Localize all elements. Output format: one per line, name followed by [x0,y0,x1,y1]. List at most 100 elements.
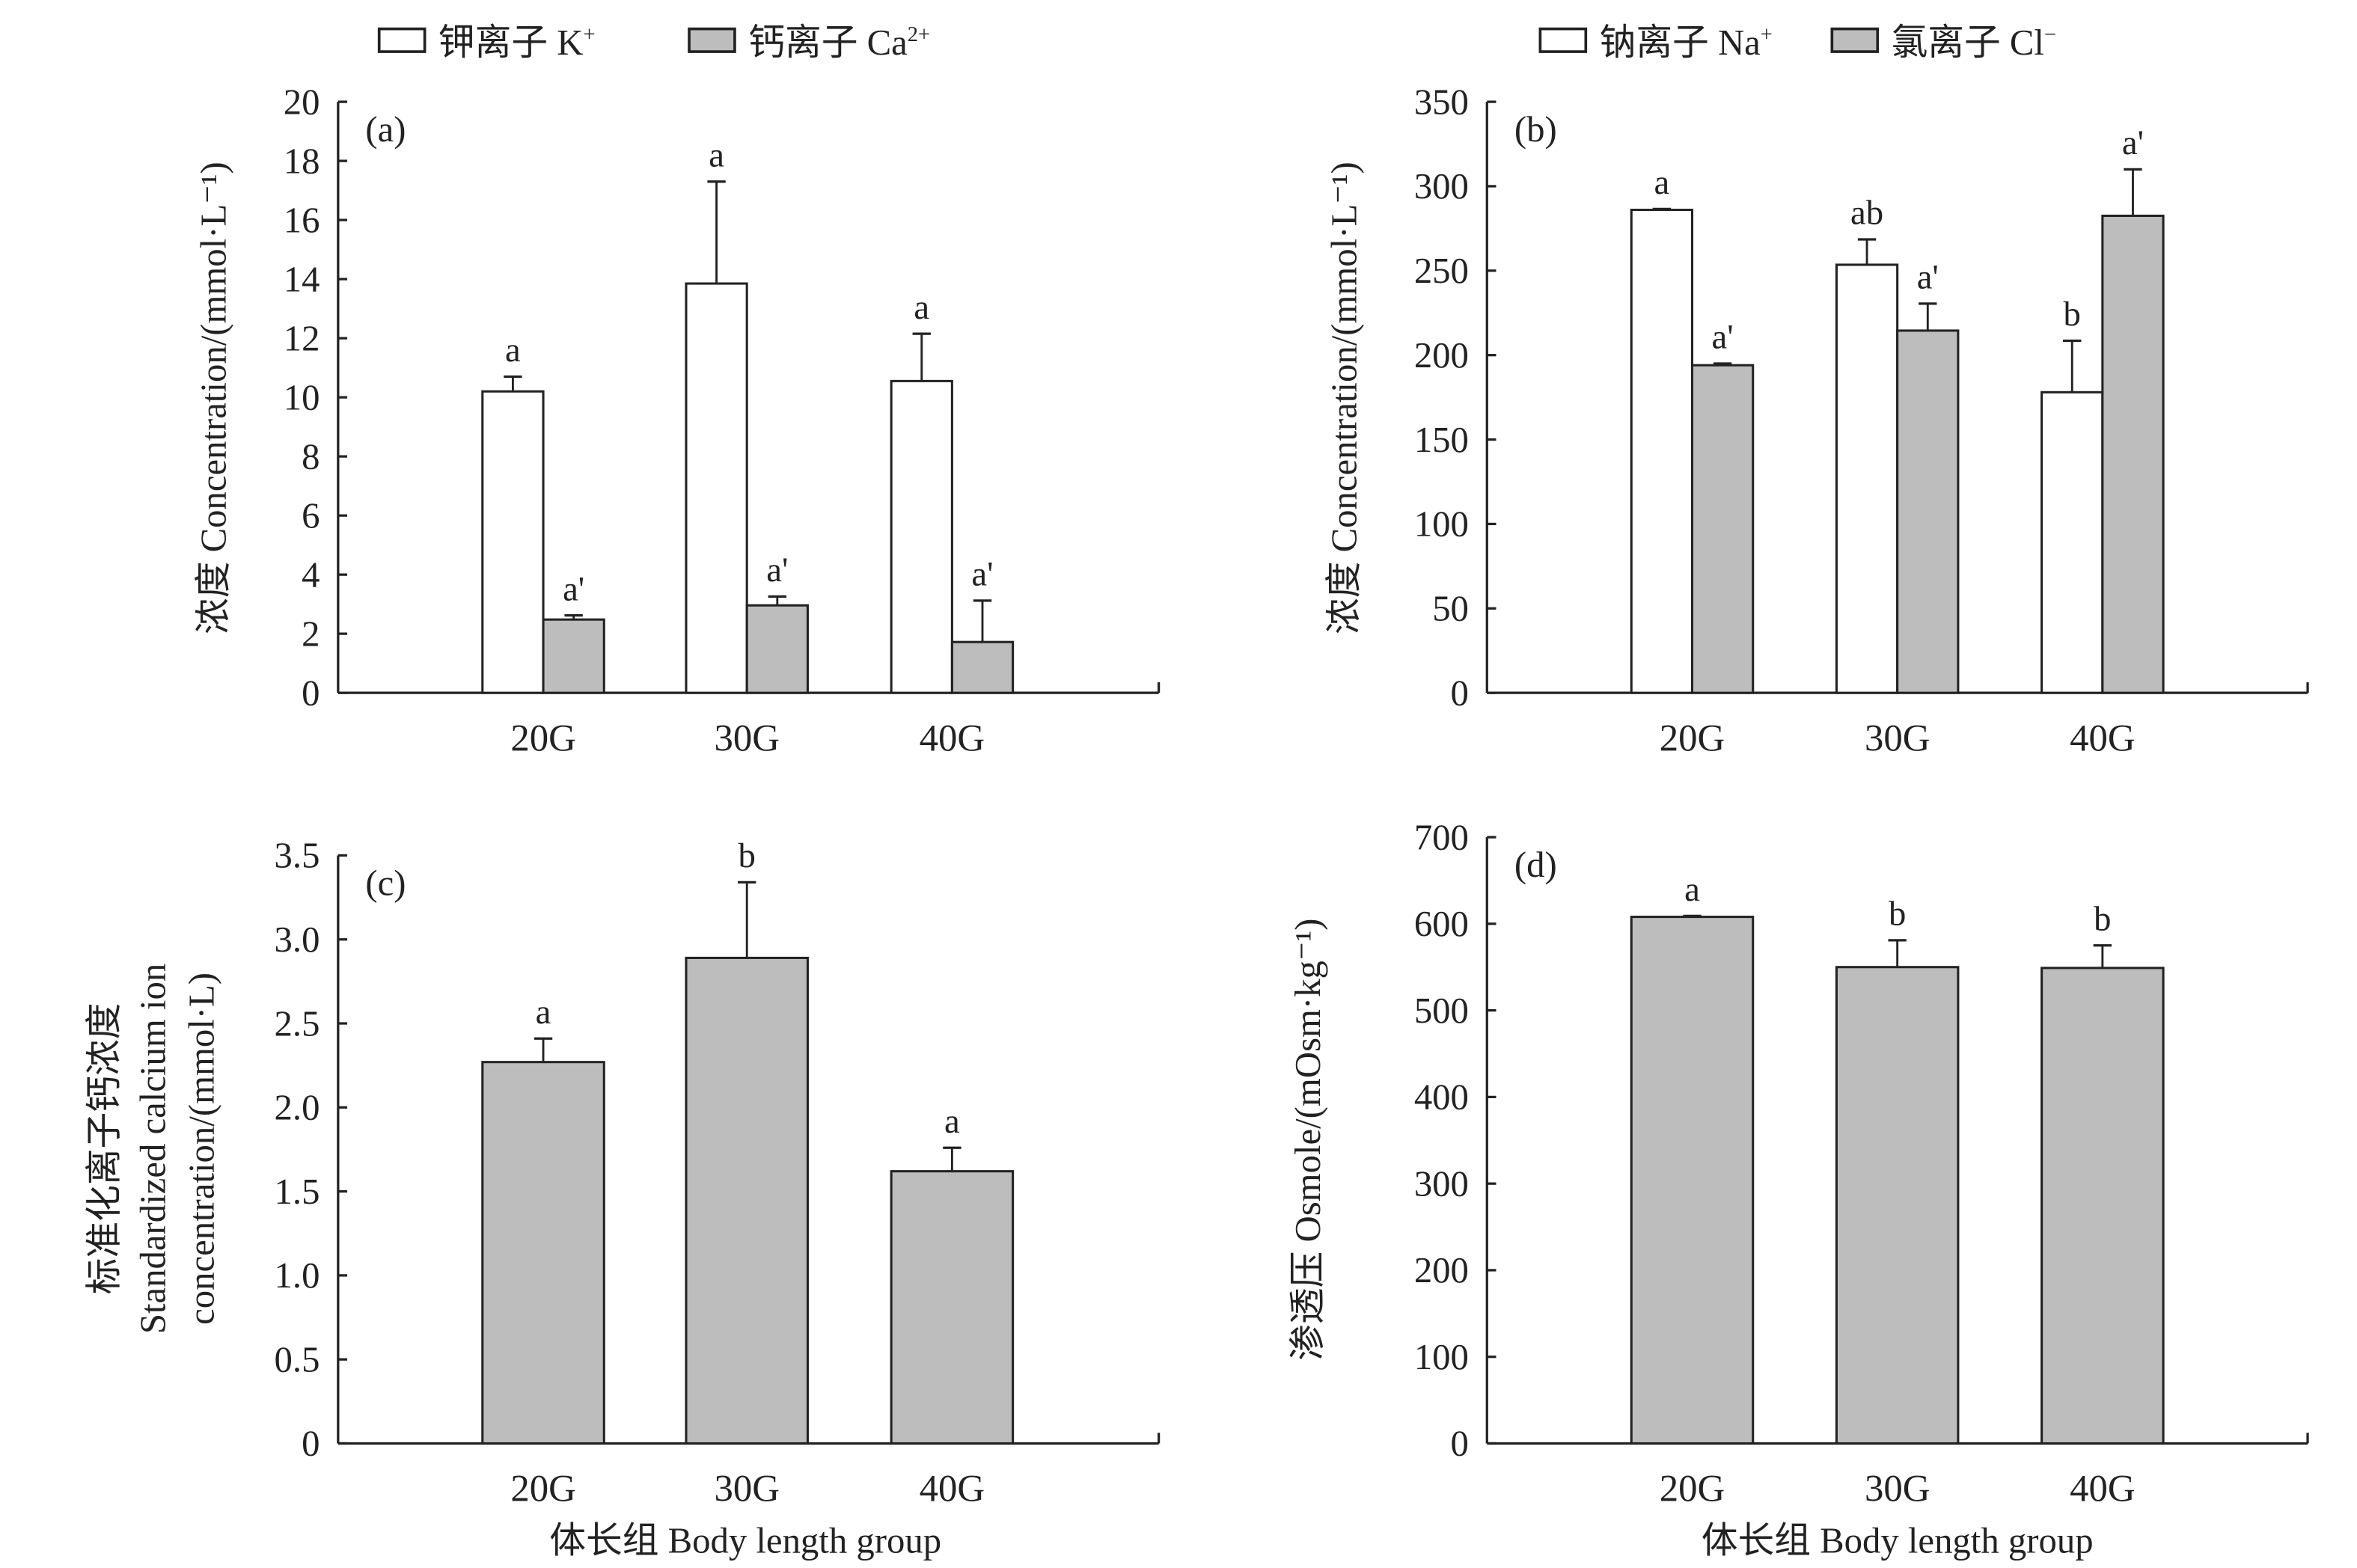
significance-label: a' [971,555,993,594]
y-tick-label: 400 [1414,1077,1469,1118]
y-tick-label: 1.5 [275,1172,320,1212]
y-tick-label: 350 [1414,82,1469,122]
y-tick-label: 16 [284,200,320,240]
panel-label: (d) [1514,845,1557,885]
y-tick-label: 12 [284,318,320,358]
panel-label: (b) [1514,109,1557,150]
significance-label: a [1684,870,1700,909]
bar-40g-series-1 [2101,214,2165,694]
significance-label: b [2064,295,2081,334]
y-tick-label: 300 [1414,166,1469,206]
y-tick-label: 700 [1414,817,1469,857]
bar-30g-series-1 [745,604,809,694]
y-tick-label: 18 [284,141,320,181]
y-tick-label: 2.0 [275,1088,320,1128]
x-tick-label: 30G [714,717,779,759]
panel-c-ylabel-line3: concentration/(mmol·L) [181,973,221,1325]
y-tick-label: 4 [302,554,320,595]
significance-label: a' [1917,258,1939,297]
y-tick-label: 14 [284,259,320,299]
y-tick-label: 0.5 [275,1339,320,1379]
bar-40g-series-0 [890,1170,1015,1445]
x-tick-label: 20G [1660,1468,1725,1510]
bar-40g-series-0 [890,379,953,694]
x-tick-label: 20G [510,717,575,759]
panel-d: 0 100 200 300 400 500 600 700 (d) 20G a 30G b 40G b [1414,817,2309,1510]
bar-20g-series-0 [1630,209,1694,694]
significance-label: b [739,836,756,875]
legend-label-cl: 氯离子 Cl− [1892,22,2056,63]
significance-label: a [709,135,724,174]
legend-swatch-cl [1830,27,1880,53]
y-tick-label: 200 [1414,335,1469,376]
legend-label-ca: 钙离子 Ca2+ [748,22,930,63]
legend-top-right: 钠离子 Na+ 氯离子 Cl− [1538,22,2056,63]
significance-label: a' [2122,123,2144,162]
panel-a-ylabel: 浓度 Concentration/(mmol·L⁻¹) [194,162,234,634]
significance-label: a [536,993,551,1032]
bar-40g-series-0 [2040,391,2104,694]
x-tick-label: 40G [920,717,985,759]
significance-label: a [505,331,521,370]
significance-label: ab [1850,194,1883,233]
legend-swatch-k [377,27,427,53]
bar-20g-series-0 [481,390,545,694]
y-tick-label: 1.0 [275,1255,320,1296]
y-tick-label: 250 [1414,251,1469,291]
y-tick-label: 6 [302,495,320,536]
panel-b: 0 50 100 150 200 250 300 350 (b) 20G a a' 30G ab a' 40G… [1414,82,2309,759]
significance-label: a' [563,569,584,608]
bar-30g-series-1 [1896,329,1960,694]
legend-label-na: 钠离子 Na+ [1600,22,1773,63]
bar-20g-series-0 [1630,916,1755,1445]
x-tick-label: 30G [1865,717,1930,759]
panel-c-ylabel-line1: 标准化离子钙浓度 [84,1002,124,1294]
y-tick-label: 0 [302,1424,320,1464]
significance-label: a [1654,163,1669,202]
bar-30g-series-0 [1835,263,1899,694]
y-tick-label: 500 [1414,990,1469,1031]
significance-label: b [1889,895,1906,934]
bar-40g-series-1 [950,640,1015,694]
legend-swatch-na [1538,27,1588,53]
y-tick-label: 100 [1414,1337,1469,1377]
x-tick-label: 40G [920,1468,985,1510]
significance-label: b [2094,899,2111,938]
panel-c-ylabel-line2: Standardized calcium ion [132,964,173,1334]
significance-label: a' [766,551,788,589]
y-tick-label: 3.0 [275,919,320,960]
legend-top-left: 钾离子 K+ 钙离子 Ca2+ [377,22,930,63]
panel-label: (a) [365,109,406,150]
y-tick-label: 600 [1414,904,1469,944]
y-tick-label: 200 [1414,1250,1469,1290]
panel-d-ylabel: 渗透压 Osmole/(mOsm·kg⁻¹) [1288,919,1328,1361]
panel-a: 0 2 4 6 8 10 12 14 16 18 20 (a) 20G a a' 30G a a' 40G a a' [284,82,1161,759]
y-tick-label: 20 [284,82,320,122]
y-tick-label: 50 [1432,589,1469,629]
x-tick-label: 40G [2070,1468,2135,1510]
significance-label: a [914,288,929,327]
bar-30g-series-0 [685,282,748,694]
y-tick-label: 0 [1451,1424,1469,1464]
y-tick-label: 10 [284,377,320,417]
significance-label: a' [1712,318,1734,357]
y-tick-label: 2 [302,613,320,654]
panel-label: (c) [365,863,406,903]
y-tick-label: 150 [1414,420,1469,460]
x-tick-label: 20G [1660,717,1725,759]
panel-c-xlabel: 体长组 Body length group [549,1521,941,1561]
legend-label-k: 钾离子 K+ [438,22,596,63]
bar-20g-series-0 [481,1061,605,1445]
y-tick-label: 0 [1451,673,1469,713]
bar-30g-series-0 [685,956,809,1445]
bar-30g-series-0 [1835,966,1960,1445]
bar-20g-series-1 [1690,364,1755,694]
y-tick-label: 2.5 [275,1003,320,1044]
panel-c: 0 0.5 1.0 1.5 2.0 2.5 3.0 3.5 (c) 20G a 30G b 40G a [275,836,1161,1510]
y-tick-label: 3.5 [275,836,320,876]
bar-40g-series-0 [2040,967,2165,1445]
x-tick-label: 20G [510,1468,575,1510]
panel-b-ylabel: 浓度 Concentration/(mmol·L⁻¹) [1324,162,1365,634]
significance-label: a [944,1102,960,1141]
